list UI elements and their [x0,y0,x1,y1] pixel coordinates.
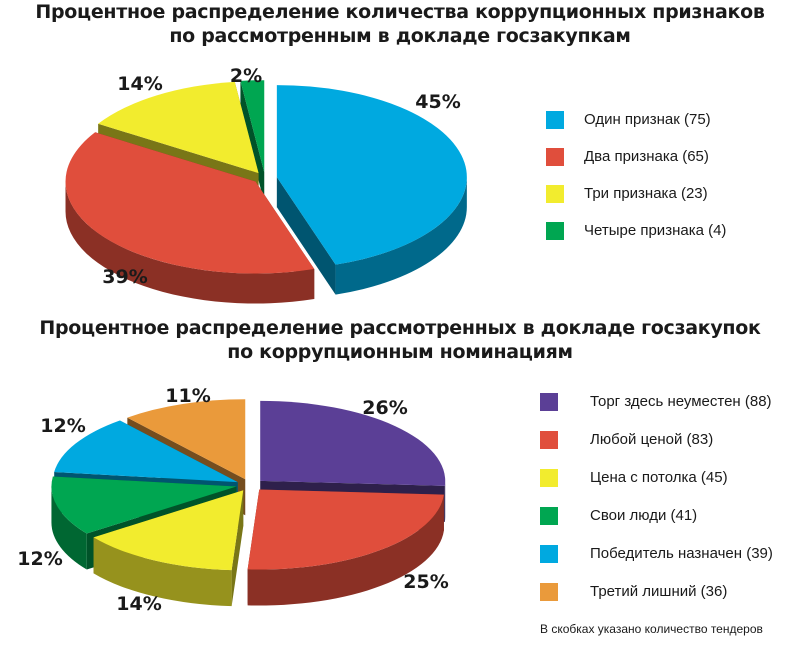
legend-swatch [540,469,558,487]
percent-label-2-5: 12% [40,415,85,437]
legend-label: Один признак (75) [584,111,711,128]
pie-slice-1-4 [240,80,265,203]
legend-swatch [546,185,564,203]
chart-2-title: Процентное распределение рассмотренных в… [0,316,800,364]
legend-swatch [540,545,558,563]
legend-swatch [546,148,564,166]
percent-label-2-4: 12% [17,548,62,570]
legend-swatch [546,222,564,240]
legend-label: Цена с потолка (45) [590,469,728,486]
legend-label: Третий лишний (36) [590,583,728,600]
legend-label: Победитель назначен (39) [590,545,773,562]
percent-label-1-2: 39% [102,266,147,288]
percent-label-1-4: 2% [230,65,262,87]
pie-slice-2-3 [93,490,244,607]
chart-1-title-line-2: по рассмотренным в докладе госзакупкам [169,25,631,47]
percent-label-2-3: 14% [116,593,161,615]
legend-swatch [540,393,558,411]
chart-1-title-line-1: Процентное распределение количества корр… [35,1,765,23]
chart-2-title-line-2: по коррупционным номинациям [227,341,573,363]
chart-1-pie: 45% 39% 14% 2% [65,65,467,304]
percent-label-2-6: 11% [165,385,210,407]
chart-2-title-line-1: Процентное распределение рассмотренных в… [39,317,761,339]
footnote: В скобках указано количество тендеров [540,622,763,636]
chart-2-pie: 26% 25% 14% 12% 12% 11% [17,385,448,615]
legend-label: Свои люди (41) [590,507,698,524]
pie-slice-1-2 [65,132,315,304]
legend-swatch [540,507,558,525]
pie-slice-2-2 [247,489,444,606]
percent-label-2-1: 26% [362,397,407,419]
percent-label-1-1: 45% [415,91,460,113]
legend-swatch [546,111,564,129]
legend-label: Два признака (65) [584,148,709,165]
legend-swatch [540,431,558,449]
legend-label: Торг здесь неуместен (88) [590,393,772,410]
legend-label: Четыре признака (4) [584,222,727,239]
legend-swatch [540,583,558,601]
legend-label: Любой ценой (83) [590,431,714,448]
percent-label-1-3: 14% [117,73,162,95]
percent-label-2-2: 25% [403,571,448,593]
chart-1-title: Процентное распределение количества корр… [0,0,800,48]
pie-slice-1-1 [276,85,467,295]
legend-label: Три признака (23) [584,185,708,202]
